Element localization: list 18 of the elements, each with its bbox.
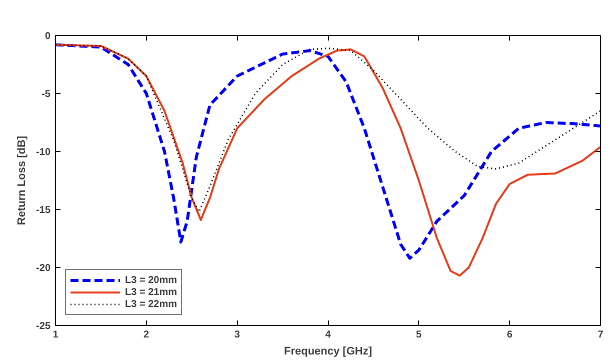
y-tick-label: -10 (36, 147, 51, 158)
x-tick-label: 6 (506, 330, 513, 340)
y-tick-label: -5 (42, 89, 51, 100)
y-axis-title: Return Loss [dB] (16, 136, 28, 226)
legend-label: L3 = 20mm (125, 274, 177, 286)
y-tick-label: 0 (44, 31, 51, 42)
x-tick-label: 3 (234, 330, 240, 340)
x-tick-label: 4 (325, 330, 332, 340)
x-tick-label: 7 (598, 330, 604, 340)
x-tick-label: 5 (416, 330, 422, 340)
y-tick-label: -20 (36, 263, 51, 274)
y-tick-label: -25 (36, 321, 51, 332)
x-axis-title: Frequency [GHz] (284, 346, 372, 358)
y-tick-label: -15 (36, 205, 51, 216)
x-tick-label: 2 (144, 330, 150, 340)
legend-label: L3 = 21mm (125, 286, 177, 298)
legend-label: L3 = 22mm (125, 298, 177, 310)
x-tick-label: 1 (52, 330, 59, 340)
